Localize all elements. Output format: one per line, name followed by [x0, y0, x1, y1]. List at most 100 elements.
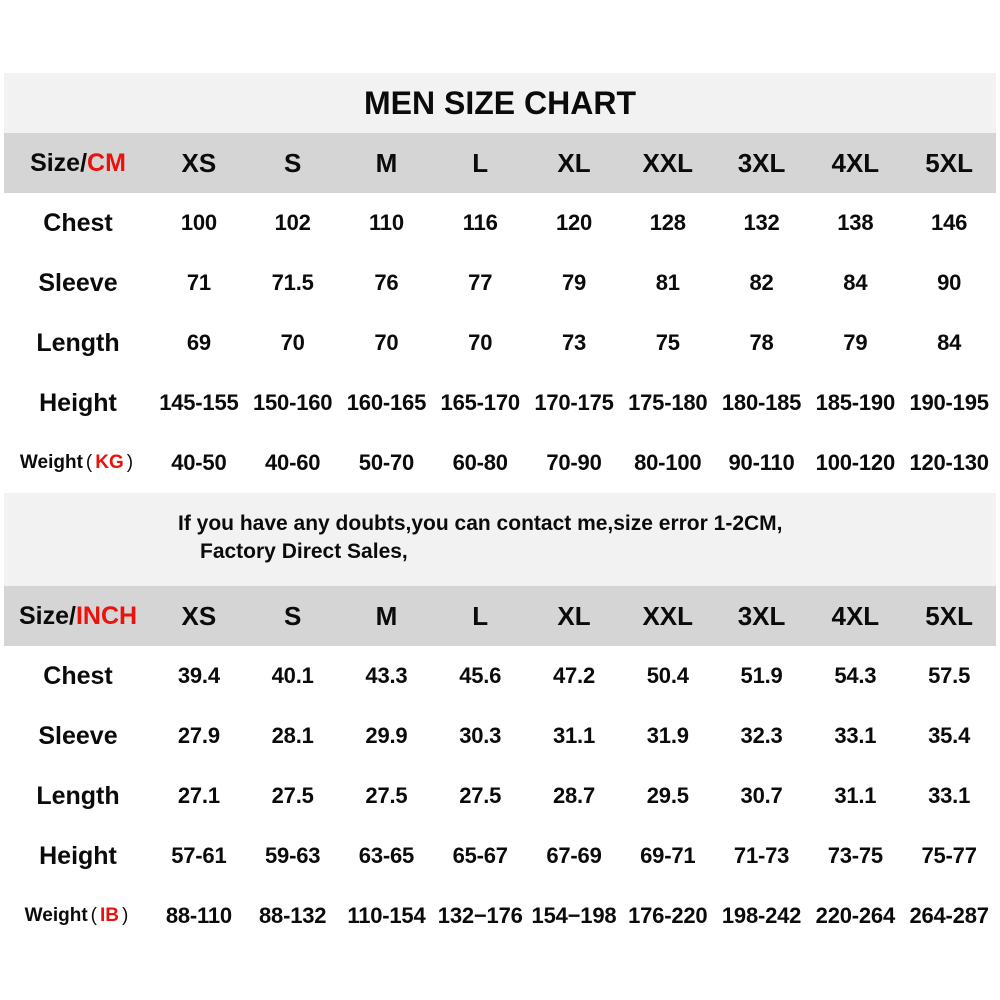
data-cell: 54.3: [834, 663, 877, 688]
size-header-cell: 4XL: [831, 147, 880, 178]
row-label: Chest: [4, 209, 152, 238]
row-label-text: Sleeve: [38, 268, 118, 297]
data-cell: 69-71: [640, 843, 696, 868]
data-cell: 50.4: [646, 663, 689, 688]
data-cell: 71: [186, 270, 211, 295]
data-cell: 150-160: [252, 390, 333, 415]
data-cell: 50-70: [358, 450, 415, 475]
data-cell: 180-185: [721, 390, 802, 415]
size-header-cell: 5XL: [925, 147, 973, 178]
data-cell: 43.3: [365, 663, 408, 688]
data-cell: 145-155: [159, 390, 239, 415]
data-cell: 27.5: [271, 783, 314, 808]
data-cell: 33.1: [834, 723, 877, 748]
data-cell: 67-69: [546, 843, 602, 868]
data-cell: 170-175: [534, 390, 614, 415]
size-header-cell: XS: [181, 147, 217, 178]
data-cell: 27.1: [177, 783, 220, 808]
data-cell: 69: [186, 330, 211, 355]
data-cell: 70: [280, 330, 305, 355]
row-label: Weight(KG): [4, 452, 152, 474]
table-row: Length 27.1 27.5 27.5 27.5 28.7 29.5 30.7 31.1 33…: [4, 766, 996, 826]
data-cell: 40-60: [265, 450, 321, 475]
table-row: Weight(KG) 40-50 40-60 50-70 60-80 70-90 80-10…: [4, 433, 996, 493]
data-cell: 27.5: [459, 783, 502, 808]
data-cell: 190-195: [909, 390, 989, 415]
data-cell: 79: [561, 270, 587, 295]
data-cell: 88-110: [165, 903, 232, 928]
size-header-prefix: Size/: [30, 148, 88, 177]
data-cell: 79: [843, 330, 868, 355]
size-header-cell: 3XL: [737, 600, 786, 631]
weight-unit: KG: [95, 452, 124, 473]
row-label-text: Length: [36, 328, 120, 357]
row-label-text: Sleeve: [38, 721, 118, 750]
data-cell: 71.5: [271, 270, 314, 295]
data-cell: 28.7: [552, 783, 595, 808]
data-cell: 185-190: [815, 390, 896, 415]
cm-table-header: Size/CM XS S M L XL XXL 3XL 4XL 5XL: [4, 133, 996, 193]
size-header-cell: S: [283, 600, 302, 631]
size-header-cell: L: [472, 600, 489, 631]
data-cell: 84: [843, 270, 868, 295]
size-header-cell: XL: [557, 147, 591, 178]
size-header-cell: S: [283, 147, 302, 178]
row-label-text: Height: [39, 841, 117, 870]
note-line-1: If you have any doubts,you can contact m…: [178, 512, 783, 535]
data-cell: 78: [749, 330, 774, 355]
row-label-text: Length: [36, 781, 120, 810]
data-cell: 120: [555, 210, 593, 235]
data-cell: 47.2: [552, 663, 595, 688]
data-cell: 31.1: [552, 723, 595, 748]
row-label-text: Weight: [24, 905, 88, 926]
data-cell: 88-132: [259, 903, 327, 928]
data-cell: 73: [561, 330, 587, 355]
size-unit-header: Size/INCH: [4, 602, 152, 631]
data-cell: 132: [743, 210, 780, 235]
data-cell: 57-61: [171, 843, 227, 868]
data-cell: 32.3: [740, 723, 783, 748]
data-cell: 77: [468, 270, 493, 295]
table-row: Length 69 70 70 70 73 75 78 79 84: [4, 313, 996, 373]
size-header-cell: L: [472, 147, 489, 178]
size-header-cell: 5XL: [925, 600, 973, 631]
data-cell: 154−198: [531, 903, 617, 928]
table-row: Height 57-61 59-63 63-65 65-67 67-69 69-71 71-7…: [4, 826, 996, 886]
data-cell: 29.5: [646, 783, 689, 808]
paren-close: ): [126, 452, 134, 473]
title-band: MEN SIZE CHART: [4, 73, 996, 133]
data-cell: 102: [274, 210, 311, 235]
data-cell: 30.7: [740, 783, 783, 808]
data-cell: 76: [374, 270, 399, 295]
size-header-cell: 3XL: [737, 147, 786, 178]
table-row: Weight(IB) 88-110 88-132 110-154 132−176 154−…: [4, 886, 996, 946]
data-cell: 110: [368, 210, 404, 235]
row-label: Sleeve: [4, 722, 152, 751]
data-cell: 40-50: [171, 450, 227, 475]
data-cell: 30.3: [459, 723, 502, 748]
cm-table-body: Chest 100 102 110 116 120 128 132 138 146 Sleeve 71…: [0, 193, 1000, 493]
data-cell: 29.9: [365, 723, 408, 748]
row-label: Height: [4, 842, 152, 871]
size-header-unit: CM: [87, 148, 126, 177]
data-cell: 120-130: [909, 450, 989, 475]
data-cell: 75-77: [921, 843, 977, 868]
data-cell: 33.1: [928, 783, 971, 808]
table-row: Chest 39.4 40.1 43.3 45.6 47.2 50.4 51.9 54.3 57.…: [4, 646, 996, 706]
row-label: Chest: [4, 662, 152, 691]
data-cell: 84: [937, 330, 962, 355]
weight-unit: IB: [99, 905, 119, 926]
table-row: Height 145-155 150-160 160-165 165-170 170-17…: [4, 373, 996, 433]
data-cell: 82: [749, 270, 774, 295]
size-header-cell: M: [375, 147, 398, 178]
size-header-unit: INCH: [75, 601, 138, 630]
data-cell: 35.4: [928, 723, 971, 748]
top-margin: [0, 0, 1000, 73]
data-cell: 27.5: [365, 783, 408, 808]
table-row: Chest 100 102 110 116 120 128 132 138 146: [4, 193, 996, 253]
size-header-cell: XXL: [642, 147, 694, 178]
data-cell: 75: [655, 330, 680, 355]
data-cell: 73-75: [827, 843, 883, 868]
data-cell: 31.1: [834, 783, 877, 808]
data-cell: 70-90: [546, 450, 602, 475]
